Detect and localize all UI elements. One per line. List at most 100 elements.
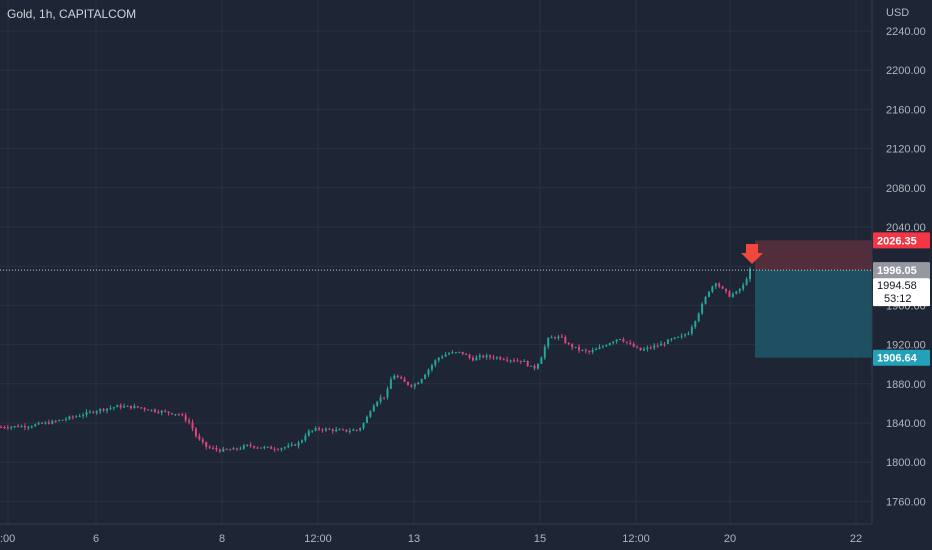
candle <box>619 338 622 341</box>
candle-body <box>646 347 649 349</box>
candle <box>143 407 146 412</box>
candle <box>78 413 81 418</box>
candle-body <box>41 422 44 424</box>
candle <box>430 363 433 373</box>
position-zones[interactable] <box>755 240 872 358</box>
candle <box>47 419 50 425</box>
candle-body <box>660 343 663 346</box>
price-tick-label: 1840.00 <box>886 418 926 430</box>
candle <box>270 445 273 450</box>
candle-body <box>20 426 23 428</box>
candle <box>386 386 389 400</box>
candle-body <box>348 430 351 432</box>
candle-body <box>690 327 693 334</box>
candle <box>492 354 495 360</box>
candle-body <box>273 448 276 450</box>
candle-body <box>615 339 618 342</box>
candle-body <box>140 407 143 409</box>
candle <box>690 324 693 336</box>
candle-body <box>574 346 577 348</box>
candle-body <box>731 293 734 297</box>
candle-body <box>400 377 403 379</box>
time-axis[interactable]: :00 6 8 12:00 13 15 12:00 20 22 <box>0 523 932 550</box>
candle <box>437 357 440 363</box>
candle-body <box>150 409 153 411</box>
candle-body <box>465 353 468 355</box>
candle-body <box>253 446 256 448</box>
time-tick-label: 12:00 <box>622 533 650 545</box>
candle <box>235 447 238 452</box>
candle <box>10 425 13 431</box>
candle-body <box>208 446 211 448</box>
candle-body <box>547 337 550 347</box>
candle-body <box>30 426 33 428</box>
candle <box>277 447 280 451</box>
candle-body <box>177 414 180 416</box>
candle-body <box>13 425 16 427</box>
candle <box>406 381 409 386</box>
candle-body <box>157 411 160 413</box>
candle <box>54 419 57 424</box>
candle-body <box>290 444 293 446</box>
candle-body <box>205 441 208 447</box>
candle-body <box>345 429 348 432</box>
candle-body <box>639 347 642 351</box>
candle-body <box>564 337 567 343</box>
candle <box>95 410 98 415</box>
candle-body <box>622 339 625 342</box>
candle <box>615 339 618 344</box>
target-price-tag: 1906.64 <box>877 353 918 365</box>
price-tick-label: 1800.00 <box>886 457 926 469</box>
candle <box>711 285 714 294</box>
candle-body <box>625 341 628 343</box>
candle <box>184 412 187 423</box>
candle-body <box>0 426 2 428</box>
candle <box>718 282 721 289</box>
candle-body <box>697 313 700 322</box>
candle <box>205 441 208 450</box>
candle-body <box>174 414 177 416</box>
candle <box>475 355 478 361</box>
candle-body <box>701 303 704 314</box>
candle-body <box>126 405 129 407</box>
candle-body <box>44 422 47 424</box>
candle <box>177 413 180 416</box>
candle <box>311 430 314 434</box>
candle-body <box>687 333 690 335</box>
price-axis[interactable]: USD 2240.00 2200.00 2160.00 2120.00 2080.00 2… <box>871 0 932 524</box>
currency-label: USD <box>886 7 909 19</box>
candle-body <box>389 379 392 389</box>
candle-body <box>478 355 481 358</box>
candle <box>605 344 608 348</box>
price-tick-label: 2080.00 <box>886 183 926 195</box>
candle <box>742 282 745 292</box>
stop-loss-zone[interactable] <box>755 240 872 271</box>
take-profit-zone[interactable] <box>755 270 872 358</box>
candle-body <box>194 428 197 437</box>
candle-body <box>427 369 430 375</box>
candle <box>355 429 358 432</box>
candle <box>571 343 574 351</box>
candle <box>102 407 105 413</box>
candle-body <box>58 419 61 421</box>
candle <box>0 425 2 428</box>
candle <box>560 333 563 338</box>
candle-body <box>458 351 461 353</box>
candle-body <box>536 363 539 369</box>
candle <box>680 333 683 340</box>
candle-body <box>119 405 122 408</box>
candle-body <box>369 411 372 417</box>
candle-body <box>123 406 126 408</box>
candle <box>461 351 464 356</box>
candle-body <box>420 378 423 383</box>
candle <box>123 403 126 409</box>
candle <box>283 446 286 450</box>
candle-body <box>393 375 396 380</box>
candle <box>58 419 61 422</box>
candle <box>109 405 112 411</box>
candle-body <box>557 336 560 338</box>
candle-body <box>6 427 9 429</box>
candle-body <box>147 409 150 411</box>
